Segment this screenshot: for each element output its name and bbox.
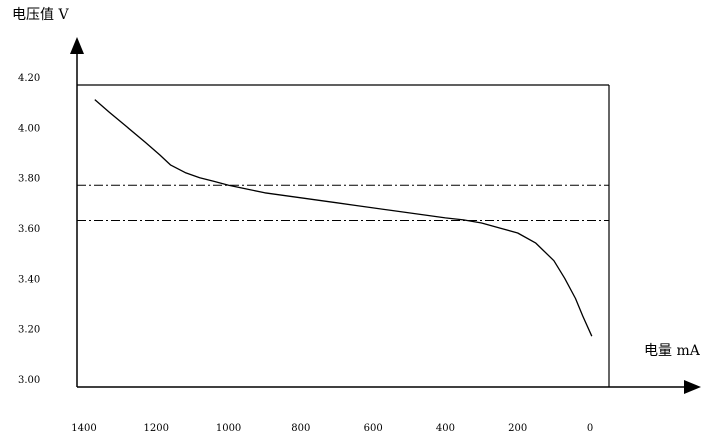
reference-lines	[77, 184, 609, 221]
y-axis-arrow	[70, 37, 84, 54]
x-tick-labels: 1400 1200 1000 800 600 400 200 0	[71, 423, 593, 434]
x-tick-label: 1400	[71, 423, 96, 434]
y-tick-label: 3.40	[18, 274, 40, 285]
x-tick-label: 200	[508, 423, 527, 434]
y-tick-label: 3.20	[18, 325, 40, 336]
y-tick-label: 3.60	[18, 224, 40, 235]
x-tick-label: 1200	[144, 423, 169, 434]
y-tick-label: 3.00	[18, 375, 40, 386]
x-tick-label: 800	[291, 423, 310, 434]
x-axis-label: 电量 mA	[644, 343, 700, 359]
y-axis-label: 电压值 V	[12, 7, 69, 23]
voltage-curve-1	[94, 99, 593, 337]
y-tick-label: 4.00	[18, 123, 40, 134]
y-tick-labels: 4.20 4.00 3.80 3.60 3.40 3.20 3.00	[18, 73, 40, 386]
x-tick-label: 600	[364, 423, 383, 434]
x-tick-label: 400	[436, 423, 455, 434]
y-tick-label: 3.80	[18, 174, 40, 185]
x-axis-arrow	[684, 380, 701, 394]
plot-frame	[77, 84, 610, 387]
y-tick-label: 4.20	[18, 73, 40, 84]
axes	[70, 37, 701, 394]
x-tick-label: 0	[587, 423, 593, 434]
x-tick-label: 1000	[216, 423, 241, 434]
series-group	[94, 99, 593, 337]
